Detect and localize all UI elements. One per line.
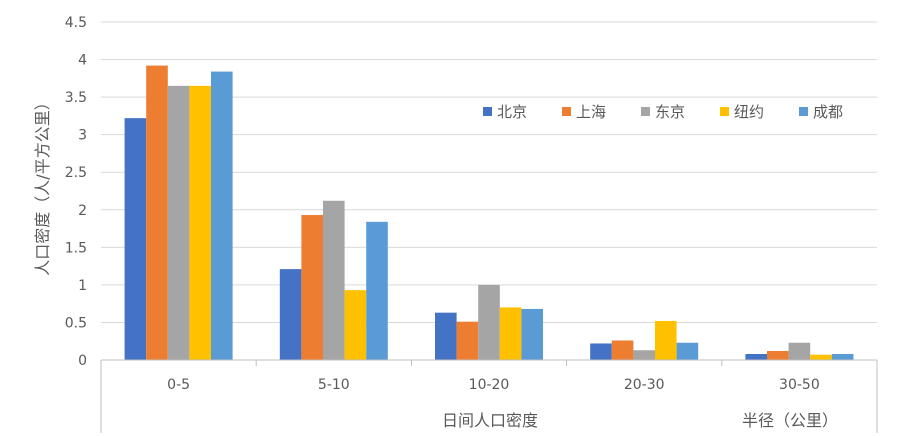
y-tick-label: 2.5 xyxy=(65,165,87,181)
bar xyxy=(633,350,655,360)
bar xyxy=(146,65,168,360)
legend-swatch xyxy=(641,107,650,116)
legend-swatch xyxy=(799,107,808,116)
legend-label: 北京 xyxy=(497,103,527,121)
bar xyxy=(521,308,543,360)
legend: 北京 上海 东京 纽约 成都 xyxy=(483,103,843,121)
y-tick-label: 0.5 xyxy=(65,315,87,331)
bar xyxy=(189,85,211,360)
y-tick-label: 2 xyxy=(78,203,87,219)
y-axis-ticks: 0 0.5 1 1.5 2 2.5 3 3.5 4 4.5 xyxy=(65,15,87,369)
bar xyxy=(478,284,500,360)
x-tick-label: 20-30 xyxy=(624,377,665,393)
bar xyxy=(301,215,323,360)
legend-label: 纽约 xyxy=(734,103,764,121)
bar xyxy=(810,354,832,360)
x-tick-label: 10-20 xyxy=(469,377,510,393)
legend-swatch xyxy=(720,107,729,116)
bar xyxy=(676,342,699,360)
bar xyxy=(167,85,190,360)
bar xyxy=(279,269,302,360)
bar xyxy=(323,200,345,360)
y-tick-label: 0 xyxy=(78,353,87,369)
bar xyxy=(366,221,388,360)
y-tick-label: 4.5 xyxy=(65,15,87,31)
y-tick-label: 3.5 xyxy=(65,90,87,106)
bar xyxy=(456,321,479,360)
legend-label: 东京 xyxy=(655,103,685,121)
y-axis-title: 人口密度（人/平方公里） xyxy=(33,94,52,275)
y-tick-label: 3 xyxy=(78,128,87,144)
y-tick-label: 4 xyxy=(78,53,87,69)
bar xyxy=(788,342,811,360)
bar xyxy=(767,350,789,360)
legend-swatch xyxy=(562,107,571,116)
bar xyxy=(611,340,634,360)
legend-label: 成都 xyxy=(813,103,843,121)
bar xyxy=(211,71,233,360)
bar xyxy=(344,290,367,360)
bar xyxy=(745,353,767,360)
bar xyxy=(435,312,457,360)
bar xyxy=(831,353,854,360)
x-axis-title: 日间人口密度 xyxy=(442,411,538,430)
bar xyxy=(590,343,612,360)
x-axis: 0-5 5-10 10-20 20-30 30-50 xyxy=(100,359,878,433)
bar xyxy=(655,320,677,360)
y-tick-label: 1.5 xyxy=(65,240,87,256)
bar xyxy=(499,307,522,360)
bar xyxy=(124,118,147,361)
bars xyxy=(124,65,854,361)
legend-swatch xyxy=(483,107,492,116)
legend-label: 上海 xyxy=(576,103,606,121)
y-tick-label: 1 xyxy=(78,278,87,294)
x-tick-label: 5-10 xyxy=(318,377,350,393)
x-axis-unit-label: 半径（公里） xyxy=(742,411,838,430)
x-tick-label: 0-5 xyxy=(167,377,190,393)
x-tick-label: 30-50 xyxy=(779,377,820,393)
